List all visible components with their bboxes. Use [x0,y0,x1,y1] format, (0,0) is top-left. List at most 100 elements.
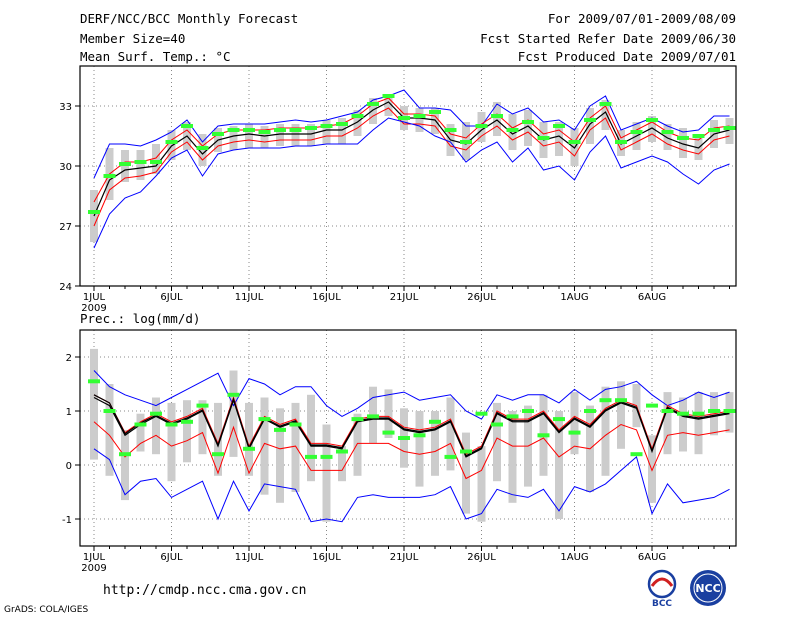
temp-marker [429,110,441,114]
prec-marker [537,433,550,438]
temp-marker [615,140,627,144]
temp-marker [522,120,534,124]
temp-marker [320,124,333,128]
prec-spread-bar [338,446,346,482]
prec-marker [553,417,565,422]
prec-marker [444,454,457,459]
temp-marker [413,114,426,118]
temp-spread-bar [679,128,687,158]
member-size-label: Member Size=40 [80,31,186,46]
temp-marker [506,128,519,132]
temp-marker [351,114,364,118]
prec-marker [460,449,472,454]
prec-spread-bar [260,397,269,495]
prec-xtick-label: 21JUL [390,552,419,563]
prec-marker [134,422,147,427]
temp-ytick-label: 27 [59,222,72,233]
prec-marker [522,409,534,413]
temp-marker [119,162,131,166]
prec-spread-bar [462,432,470,514]
temp-spread-bar [601,100,610,130]
temp-marker [599,102,612,106]
prec-spread-bar [105,384,114,476]
temp-ytick-label: 24 [59,282,72,293]
prec-marker [677,411,689,416]
prec-series-max [93,370,730,420]
source-url[interactable]: http://cmdp.ncc.cma.gov.cn [103,583,307,598]
prec-xtick-label: 11JUL [235,552,264,563]
prec-xtick-label: 26JUL [467,552,496,563]
temp-spread-bar [167,130,176,160]
temp-series-max [93,89,730,179]
prec-marker [289,422,302,427]
prec-marker [243,446,255,451]
prec-spread-bar [214,402,222,476]
prec-spread-bar [291,402,300,492]
temp-marker [398,116,410,120]
temp-marker [723,126,736,130]
prec-marker [320,454,333,459]
temp-spread-bar [338,118,346,144]
prec-spread-bar [384,389,393,438]
temp-xtick-label: 16JUL [312,292,341,303]
temp-marker [243,128,255,132]
temp-spread-bar [384,96,393,116]
prec-xtick-label: 1AUG [560,552,588,563]
temp-marker [630,130,643,134]
prec-marker [196,403,209,408]
temp-series-min [93,117,730,249]
temp-marker [88,210,100,214]
prec-marker [165,422,178,427]
prec-marker [227,392,240,397]
temp-xtick-year: 2009 [81,303,106,314]
temp-marker [258,130,271,134]
prec-marker [382,430,395,435]
prec-marker [708,409,720,413]
prec-series-mean [93,396,730,458]
prec-spread-bar [617,381,625,449]
prec-ytick-label: -1 [62,515,72,526]
temp-marker [537,136,550,140]
temp-marker [181,124,193,128]
temp-marker [305,126,317,130]
temp-ytick-label: 33 [59,102,72,113]
prec-spread-bar [508,411,517,503]
temp-spread-bar [524,110,532,146]
temp-marker [196,146,209,150]
prec-marker [661,409,674,413]
prec-xtick-label: 1JUL [83,552,106,563]
temp-marker [289,128,302,132]
prec-marker [351,417,364,422]
temp-xtick-label: 11JUL [235,292,264,303]
temp-xtick-label: 21JUL [390,292,419,303]
prec-spread-bar [431,411,439,476]
prec-spread-bar [307,394,315,482]
prec-spread-bar [167,402,176,482]
prec-marker [367,414,379,419]
prec-spread-bar [477,446,486,522]
prec-marker [646,403,658,408]
prec-spread-bar [229,370,238,457]
prec-marker [723,409,736,413]
prec-series-extra [93,394,730,457]
temp-marker [150,160,162,164]
temp-xtick-label: 6JUL [160,292,183,303]
prec-xtick-year: 2009 [81,563,106,574]
temp-spread-bar [260,126,269,148]
temp-marker [692,134,705,138]
temp-panel-title: Mean Surf. Temp.: °C [80,49,231,64]
temp-xtick-label: 1AUG [560,292,588,303]
prec-ytick-label: 2 [66,353,72,364]
temp-spread-bar [307,124,315,146]
prec-marker [181,419,193,424]
prec-spread-bar [276,408,284,503]
prec-spread-bar [136,413,145,452]
prec-marker [429,419,441,424]
prec-marker [630,452,643,457]
prec-spread-bar [183,400,191,463]
temp-xtick-label: 6AUG [638,292,666,303]
temp-spread-bar [353,110,362,136]
temp-spread-bar [725,118,734,144]
prec-spread-bar [152,397,160,455]
